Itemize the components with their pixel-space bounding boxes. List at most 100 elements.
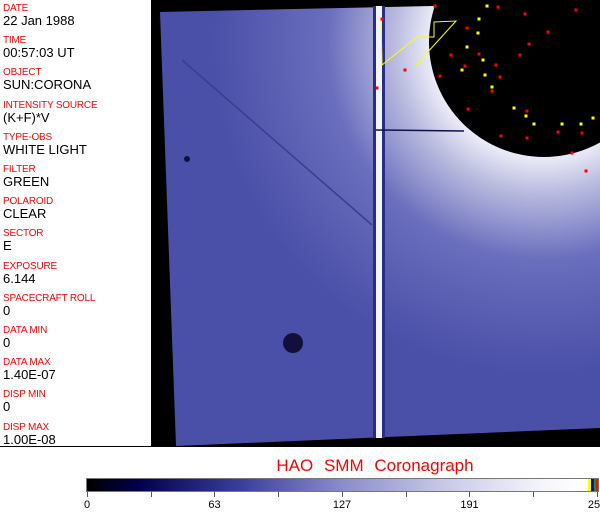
colorbar-tick-label: 0: [83, 499, 91, 511]
yellow-marker: [532, 122, 536, 126]
yellow-marker: [485, 4, 489, 8]
yellow-marker: [477, 17, 481, 21]
field-label: TIME: [3, 35, 27, 47]
dust-spot-small: [184, 156, 190, 162]
yellow-marker: [512, 106, 516, 110]
red-marker: [518, 53, 522, 57]
yellow-marker: [483, 73, 487, 77]
red-marker: [498, 75, 502, 79]
metadata-panel: DATE 22 Jan 1988 TIME 00:57:03 UT OBJECT SUN:…: [0, 0, 152, 447]
field-date: DATE 22 Jan 1988: [3, 3, 75, 28]
colorbar-tick: [150, 492, 152, 497]
field-value: WHITE LIGHT: [3, 141, 87, 157]
field-value: GREEN: [3, 174, 50, 189]
red-marker: [375, 86, 379, 90]
pylon-highlight: [376, 6, 382, 438]
red-marker: [490, 89, 494, 93]
field-disp-min: DISP MIN 0: [3, 389, 46, 414]
field-value: 22 Jan 1988: [3, 13, 75, 28]
red-marker: [477, 52, 481, 56]
red-marker: [499, 134, 503, 138]
field-value: 00:57:03 UT: [3, 45, 75, 61]
yellow-marker: [591, 116, 595, 120]
coronagraph-image: [152, 0, 600, 447]
field-object: OBJECT SUN:CORONA: [3, 67, 91, 92]
scan-line: [375, 129, 465, 132]
field-value: 1.40E-07: [3, 367, 56, 383]
colorbar-tick: [278, 492, 280, 497]
occulting-disk: [429, 0, 600, 157]
field-spacecraft-roll: SPACECRAFT ROLL 0: [3, 293, 95, 318]
field-exposure: EXPOSURE 6.144: [3, 261, 57, 286]
field-label: DISP MIN: [3, 389, 46, 401]
field-label: INTENSITY SOURCE: [3, 99, 98, 111]
field-value: 0: [3, 399, 11, 415]
field-label: DATA MAX: [3, 357, 51, 369]
yellow-marker: [465, 45, 469, 49]
field-sector: SECTOR E: [3, 228, 43, 253]
field-value: (K+F)*V: [3, 109, 50, 125]
colorbar: [86, 478, 599, 492]
red-marker: [465, 26, 469, 30]
colorbar-markers: [588, 479, 598, 491]
colorbar-tick: [469, 492, 471, 497]
red-marker: [546, 30, 550, 34]
field-value: 0: [3, 302, 11, 318]
red-marker: [527, 42, 531, 46]
red-marker: [580, 131, 584, 135]
colorbar-tick-label: 255: [587, 499, 600, 511]
red-marker: [556, 130, 560, 134]
field-value: 6.144: [3, 270, 36, 286]
field-label: FILTER: [3, 164, 36, 175]
colorbar-tick: [596, 492, 598, 497]
colorbar-tick: [87, 492, 88, 497]
red-marker: [494, 63, 498, 67]
field-filter: FILTER GREEN: [3, 164, 49, 189]
field-value: E: [3, 238, 12, 254]
coronagraph-image-svg: [160, 0, 600, 446]
field-value: CLEAR: [3, 206, 47, 222]
instrument-title: HAO SMM Coronagraph: [276, 456, 474, 475]
colorbar-tick: [532, 492, 534, 497]
red-marker: [466, 107, 470, 111]
pointer-triangle: [380, 18, 458, 67]
field-label: TYPE-OBS: [3, 131, 52, 143]
field-type-obs: TYPE-OBS WHITE LIGHT: [3, 132, 87, 157]
field-label: OBJECT: [3, 67, 42, 79]
diagonal-streak: [181, 59, 373, 226]
field-label: DISP MAX: [3, 421, 50, 433]
field-label: EXPOSURE: [3, 260, 57, 272]
yellow-marker: [460, 68, 464, 72]
field-data-max: DATA MAX 1.40E-07: [3, 357, 56, 382]
field-label: DATE: [3, 3, 29, 14]
colorbar-tick-label: 63: [208, 499, 221, 511]
field-value: 0: [3, 335, 11, 350]
field-polaroid: POLAROID CLEAR: [3, 196, 53, 221]
red-marker: [523, 12, 527, 16]
red-marker: [570, 151, 574, 155]
yellow-marker: [579, 122, 583, 126]
red-marker: [584, 169, 588, 173]
yellow-marker: [490, 85, 494, 89]
red-marker: [433, 4, 437, 8]
colorbar-tick-label: 127: [332, 499, 352, 511]
grid-markers: [375, 4, 595, 173]
red-marker: [525, 136, 529, 140]
field-value: 1.00E-08: [3, 431, 56, 447]
colorbar-tick: [214, 492, 216, 497]
dust-spot: [283, 333, 303, 353]
colorbar-tick: [405, 492, 407, 497]
red-marker: [463, 64, 467, 68]
field-label: DATA MIN: [3, 325, 48, 336]
yellow-marker: [560, 122, 564, 126]
field-time: TIME 00:57:03 UT: [3, 35, 75, 60]
yellow-marker: [481, 58, 485, 62]
red-marker: [380, 17, 384, 21]
colorbar-tick-label: 191: [460, 499, 479, 511]
yellow-marker: [476, 31, 480, 35]
red-marker: [438, 74, 442, 78]
red-marker: [403, 68, 407, 72]
red-marker: [449, 53, 453, 57]
yellow-marker: [524, 114, 528, 118]
field-value: SUN:CORONA: [3, 77, 92, 93]
